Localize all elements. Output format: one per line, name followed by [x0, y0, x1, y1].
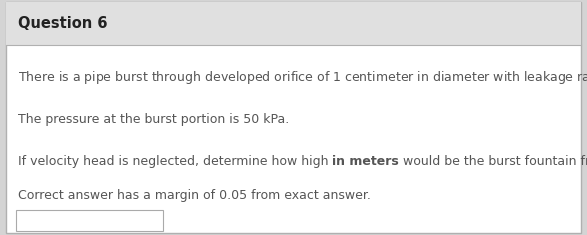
- Text: would be the burst fountain from the pipe.: would be the burst fountain from the pip…: [399, 155, 587, 168]
- FancyBboxPatch shape: [16, 210, 163, 231]
- Text: If velocity head is neglected, determine how high: If velocity head is neglected, determine…: [18, 155, 332, 168]
- Text: Question 6: Question 6: [18, 16, 107, 31]
- FancyBboxPatch shape: [6, 2, 581, 233]
- Text: Correct answer has a margin of 0.05 from exact answer.: Correct answer has a margin of 0.05 from…: [18, 188, 370, 202]
- Text: in meters: in meters: [332, 155, 399, 168]
- Text: The pressure at the burst portion is 50 kPa.: The pressure at the burst portion is 50 …: [18, 113, 289, 126]
- Text: There is a pipe burst through developed orifice of 1 centimeter in diameter with: There is a pipe burst through developed …: [18, 69, 587, 88]
- FancyBboxPatch shape: [6, 2, 581, 45]
